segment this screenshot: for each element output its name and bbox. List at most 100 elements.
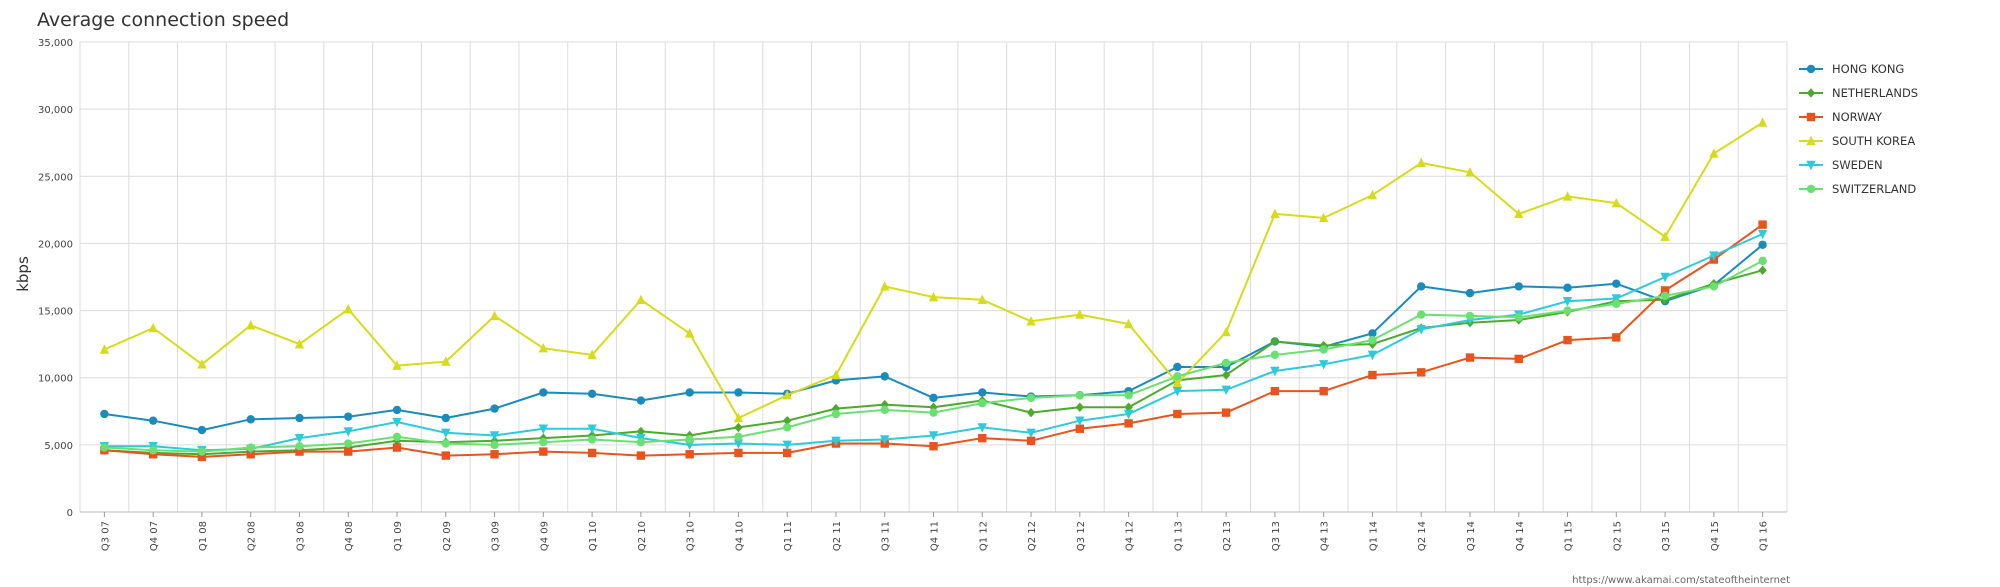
x-tick-label: Q3 14 — [1466, 521, 1477, 551]
x-tick-label: Q3 09 — [491, 521, 502, 551]
data-point-norway — [1368, 370, 1377, 380]
data-point-hong-kong — [978, 388, 987, 397]
x-tick-label: Q3 10 — [686, 521, 697, 551]
data-point-hong-kong — [587, 389, 597, 399]
data-point-norway — [1612, 333, 1621, 342]
data-point-sweden — [1075, 416, 1085, 426]
data-point-netherlands — [1026, 407, 1036, 418]
data-point-switzerland — [1221, 358, 1231, 368]
data-point-south-korea — [343, 304, 353, 314]
x-tick-label: Q4 08 — [344, 521, 355, 551]
data-point-hong-kong — [1368, 329, 1377, 338]
x-tick-label: Q3 15 — [1661, 521, 1672, 551]
data-point-switzerland — [1563, 306, 1572, 315]
series-switzerland — [100, 256, 1767, 456]
x-tick-label: Q2 09 — [442, 521, 453, 551]
data-point-south-korea — [684, 328, 695, 338]
legend-label: SWEDEN — [1832, 158, 1883, 172]
data-point-sweden — [1416, 325, 1426, 335]
data-point-norway — [587, 448, 597, 458]
data-point-hong-kong — [148, 416, 158, 425]
data-point-norway — [1270, 386, 1280, 396]
data-point-sweden — [880, 435, 890, 445]
data-point-switzerland — [831, 409, 841, 419]
x-tick-label: Q2 10 — [637, 521, 648, 551]
data-point-hong-kong — [490, 404, 499, 413]
data-point-netherlands — [734, 422, 743, 433]
data-point-south-korea — [197, 359, 207, 369]
x-tick-label: Q4 09 — [539, 521, 550, 551]
y-tick-label: 15,000 — [38, 307, 73, 318]
data-point-netherlands — [1221, 370, 1231, 380]
data-point-south-korea — [1221, 326, 1231, 337]
data-point-norway — [734, 448, 743, 458]
chart-title: Average connection speed — [37, 9, 289, 31]
data-point-switzerland — [1465, 311, 1475, 321]
data-point-south-korea — [1465, 167, 1475, 177]
data-point-switzerland — [148, 446, 158, 455]
data-point-sweden — [1562, 296, 1573, 307]
x-tick-label: Q4 15 — [1710, 521, 1721, 551]
series-line-sweden — [104, 233, 1764, 452]
y-tick-label: 5,000 — [44, 441, 73, 452]
data-point-sweden — [1367, 350, 1378, 361]
data-point-switzerland — [1173, 372, 1182, 381]
data-point-hong-kong — [197, 425, 207, 435]
x-tick-label: Q2 15 — [1612, 521, 1623, 551]
data-point-sweden — [1318, 360, 1329, 370]
data-point-hong-kong — [929, 393, 938, 403]
data-point-hong-kong — [1563, 283, 1572, 292]
data-point-hong-kong — [246, 415, 255, 424]
data-point-hong-kong — [1173, 362, 1182, 372]
x-tick-label: Q1 12 — [978, 521, 989, 551]
data-point-south-korea — [1123, 318, 1134, 329]
y-tick-label: 0 — [67, 508, 73, 519]
x-tick-label: Q4 14 — [1515, 521, 1526, 551]
data-point-south-korea — [977, 294, 987, 305]
legend-swatch-marker — [1806, 160, 1816, 171]
y-tick-label: 25,000 — [38, 172, 73, 183]
data-point-netherlands — [1124, 402, 1133, 412]
data-point-switzerland — [929, 408, 938, 417]
data-point-switzerland — [539, 437, 548, 447]
legend-item-norway: NORWAY — [1799, 110, 1883, 124]
x-tick-label: Q3 07 — [100, 521, 111, 551]
data-point-norway — [246, 450, 255, 459]
x-tick-label: Q4 11 — [930, 521, 941, 551]
x-tick-label: Q2 08 — [247, 521, 258, 551]
data-point-south-korea — [1075, 309, 1085, 319]
data-point-switzerland — [880, 405, 889, 415]
data-point-south-korea — [636, 294, 646, 305]
data-point-switzerland — [295, 442, 304, 451]
x-tick-label: Q1 13 — [1173, 521, 1184, 551]
x-tick-label: Q2 12 — [1027, 521, 1038, 551]
data-point-switzerland — [246, 443, 255, 452]
x-tick-label: Q1 11 — [783, 521, 794, 551]
data-point-norway — [636, 451, 646, 460]
data-point-sweden — [441, 428, 451, 438]
data-point-south-korea — [733, 412, 744, 423]
x-tick-label: Q4 10 — [734, 521, 745, 551]
data-point-switzerland — [1368, 335, 1377, 345]
data-point-hong-kong — [880, 372, 889, 381]
data-point-sweden — [1270, 366, 1280, 377]
legend: HONG KONG NETHERLANDS NORWAY SOUTH KOREA SWE… — [1799, 62, 1918, 196]
data-point-sweden — [1611, 294, 1621, 304]
data-point-norway — [1758, 220, 1767, 229]
data-point-sweden — [1026, 428, 1036, 438]
legend-label: SOUTH KOREA — [1832, 134, 1915, 148]
x-tick-label: Q1 14 — [1368, 521, 1379, 551]
data-point-norway — [1465, 353, 1475, 362]
legend-label: NORWAY — [1832, 110, 1883, 124]
x-tick-label: Q2 14 — [1417, 521, 1428, 551]
legend-label: NETHERLANDS — [1832, 86, 1918, 100]
data-point-south-korea — [99, 344, 110, 354]
data-point-netherlands — [1758, 265, 1767, 275]
data-point-south-korea — [246, 320, 256, 330]
data-point-sweden — [1660, 272, 1670, 283]
series-line-norway — [104, 223, 1764, 458]
x-tick-label: Q1 09 — [393, 521, 404, 551]
series-line-hong-kong — [104, 244, 1764, 432]
data-point-norway — [539, 447, 548, 456]
legend-swatch-marker — [1806, 112, 1816, 122]
